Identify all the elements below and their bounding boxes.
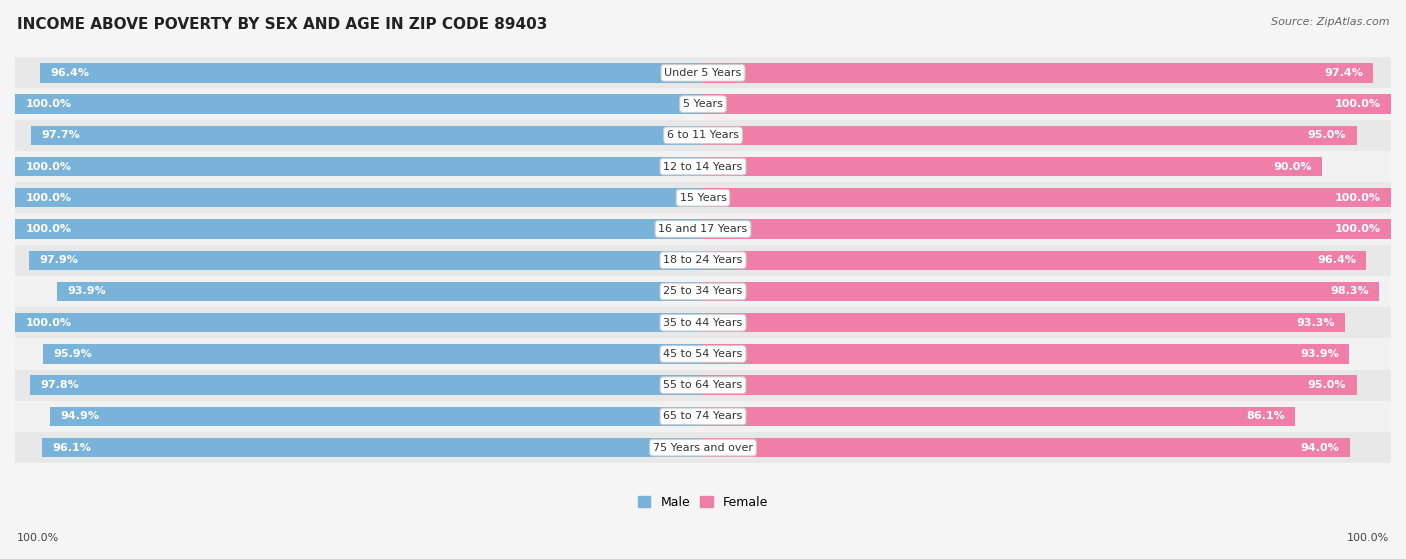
Text: 100.0%: 100.0% — [25, 99, 72, 109]
Text: 100.0%: 100.0% — [25, 224, 72, 234]
Bar — [15, 151, 1391, 182]
Bar — [703, 438, 1350, 457]
Bar — [15, 157, 703, 176]
Bar — [703, 407, 1295, 426]
Bar — [15, 276, 1391, 307]
Text: 12 to 14 Years: 12 to 14 Years — [664, 162, 742, 172]
Text: 45 to 54 Years: 45 to 54 Years — [664, 349, 742, 359]
Text: Source: ZipAtlas.com: Source: ZipAtlas.com — [1271, 17, 1389, 27]
Text: 95.0%: 95.0% — [1308, 130, 1347, 140]
Text: 98.3%: 98.3% — [1330, 286, 1369, 296]
Bar — [15, 313, 703, 333]
Text: 100.0%: 100.0% — [1334, 224, 1381, 234]
Bar — [15, 432, 1391, 463]
Text: 95.9%: 95.9% — [53, 349, 93, 359]
Bar — [15, 338, 1391, 369]
Bar — [703, 282, 1379, 301]
Text: 97.8%: 97.8% — [41, 380, 79, 390]
Text: 18 to 24 Years: 18 to 24 Years — [664, 255, 742, 265]
Bar — [15, 214, 1391, 245]
Bar — [703, 126, 1357, 145]
Text: 25 to 34 Years: 25 to 34 Years — [664, 286, 742, 296]
Text: 100.0%: 100.0% — [17, 533, 59, 543]
Bar — [42, 438, 703, 457]
Bar — [51, 407, 703, 426]
Text: 16 and 17 Years: 16 and 17 Years — [658, 224, 748, 234]
Text: 93.3%: 93.3% — [1296, 318, 1334, 328]
Text: Under 5 Years: Under 5 Years — [665, 68, 741, 78]
Bar — [703, 313, 1346, 333]
Bar — [703, 63, 1374, 83]
Text: 94.9%: 94.9% — [60, 411, 100, 421]
Text: 93.9%: 93.9% — [1301, 349, 1339, 359]
Text: INCOME ABOVE POVERTY BY SEX AND AGE IN ZIP CODE 89403: INCOME ABOVE POVERTY BY SEX AND AGE IN Z… — [17, 17, 547, 32]
Text: 90.0%: 90.0% — [1274, 162, 1312, 172]
Bar — [703, 188, 1391, 207]
Text: 96.1%: 96.1% — [52, 443, 91, 453]
Bar — [15, 57, 1391, 88]
Bar — [15, 401, 1391, 432]
Text: 97.7%: 97.7% — [41, 130, 80, 140]
Bar — [15, 88, 1391, 120]
Bar — [15, 188, 703, 207]
Bar — [15, 182, 1391, 214]
Bar — [703, 250, 1367, 270]
Text: 97.4%: 97.4% — [1324, 68, 1362, 78]
Bar — [703, 94, 1391, 114]
Text: 100.0%: 100.0% — [1347, 533, 1389, 543]
Bar — [39, 63, 703, 83]
Bar — [30, 250, 703, 270]
Text: 93.9%: 93.9% — [67, 286, 105, 296]
Text: 5 Years: 5 Years — [683, 99, 723, 109]
Bar — [30, 376, 703, 395]
Bar — [15, 245, 1391, 276]
Text: 96.4%: 96.4% — [51, 68, 89, 78]
Text: 100.0%: 100.0% — [25, 318, 72, 328]
Text: 15 Years: 15 Years — [679, 193, 727, 203]
Text: 96.4%: 96.4% — [1317, 255, 1355, 265]
Text: 55 to 64 Years: 55 to 64 Years — [664, 380, 742, 390]
Text: 6 to 11 Years: 6 to 11 Years — [666, 130, 740, 140]
Bar — [58, 282, 703, 301]
Text: 97.9%: 97.9% — [39, 255, 79, 265]
Text: 86.1%: 86.1% — [1246, 411, 1285, 421]
Text: 100.0%: 100.0% — [1334, 99, 1381, 109]
Text: 100.0%: 100.0% — [1334, 193, 1381, 203]
Bar — [703, 344, 1348, 363]
Bar — [703, 376, 1357, 395]
Bar — [15, 120, 1391, 151]
Bar — [15, 307, 1391, 338]
Bar — [15, 369, 1391, 401]
Text: 95.0%: 95.0% — [1308, 380, 1347, 390]
Bar — [44, 344, 703, 363]
Bar — [703, 219, 1391, 239]
Text: 75 Years and over: 75 Years and over — [652, 443, 754, 453]
Legend: Male, Female: Male, Female — [633, 491, 773, 514]
Text: 35 to 44 Years: 35 to 44 Years — [664, 318, 742, 328]
Bar — [703, 157, 1322, 176]
Text: 94.0%: 94.0% — [1301, 443, 1340, 453]
Bar — [15, 94, 703, 114]
Text: 65 to 74 Years: 65 to 74 Years — [664, 411, 742, 421]
Bar — [31, 126, 703, 145]
Text: 100.0%: 100.0% — [25, 193, 72, 203]
Text: 100.0%: 100.0% — [25, 162, 72, 172]
Bar — [15, 219, 703, 239]
